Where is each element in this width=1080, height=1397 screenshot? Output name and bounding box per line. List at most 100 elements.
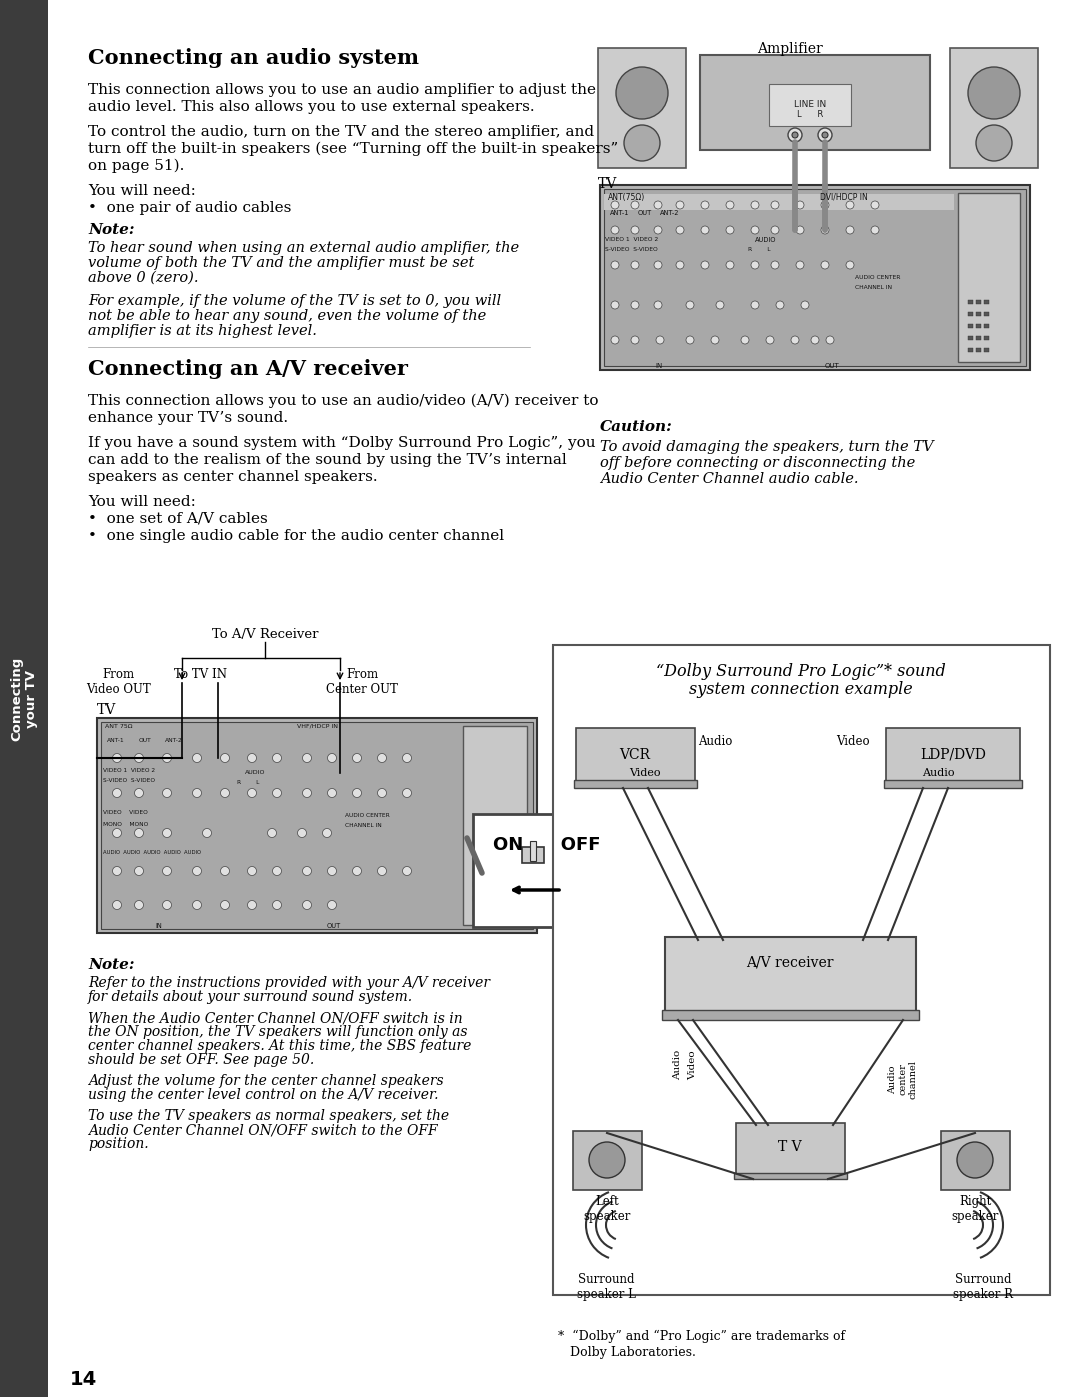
FancyBboxPatch shape bbox=[941, 1132, 1010, 1190]
FancyBboxPatch shape bbox=[769, 84, 851, 126]
Text: This connection allows you to use an audio/video (A/V) receiver to: This connection allows you to use an aud… bbox=[87, 394, 598, 408]
Circle shape bbox=[611, 201, 619, 210]
FancyBboxPatch shape bbox=[598, 47, 686, 168]
Circle shape bbox=[247, 753, 257, 763]
Text: For example, if the volume of the TV is set to 0, you will: For example, if the volume of the TV is … bbox=[87, 293, 501, 307]
Circle shape bbox=[135, 828, 144, 837]
FancyBboxPatch shape bbox=[700, 54, 930, 149]
Text: •  one single audio cable for the audio center channel: • one single audio cable for the audio c… bbox=[87, 529, 504, 543]
Circle shape bbox=[192, 753, 202, 763]
Circle shape bbox=[631, 226, 639, 235]
Circle shape bbox=[686, 337, 694, 344]
Circle shape bbox=[611, 261, 619, 270]
Circle shape bbox=[624, 124, 660, 161]
Circle shape bbox=[686, 300, 694, 309]
Circle shape bbox=[403, 866, 411, 876]
Circle shape bbox=[162, 753, 172, 763]
Bar bbox=[976, 337, 981, 339]
Circle shape bbox=[701, 226, 708, 235]
Circle shape bbox=[589, 1141, 625, 1178]
Bar bbox=[473, 895, 480, 901]
Text: VIDEO 1  VIDEO 2: VIDEO 1 VIDEO 2 bbox=[605, 237, 658, 242]
Circle shape bbox=[323, 828, 332, 837]
FancyBboxPatch shape bbox=[665, 937, 916, 1013]
Text: MONO    MONO: MONO MONO bbox=[103, 821, 148, 827]
Bar bbox=[984, 348, 989, 352]
Text: •  one set of A/V cables: • one set of A/V cables bbox=[87, 511, 268, 527]
Text: You will need:: You will need: bbox=[87, 184, 195, 198]
Text: ANT-2: ANT-2 bbox=[660, 210, 679, 217]
Text: AUDIO CENTER: AUDIO CENTER bbox=[345, 813, 390, 819]
Circle shape bbox=[272, 788, 282, 798]
Circle shape bbox=[220, 901, 229, 909]
Circle shape bbox=[777, 300, 784, 309]
Text: OUT: OUT bbox=[638, 210, 652, 217]
FancyBboxPatch shape bbox=[573, 1132, 642, 1190]
Circle shape bbox=[796, 261, 804, 270]
Text: DVI/HDCP IN: DVI/HDCP IN bbox=[820, 193, 867, 203]
Bar bbox=[482, 868, 488, 873]
Circle shape bbox=[327, 901, 337, 909]
Text: OUT: OUT bbox=[825, 363, 840, 369]
Circle shape bbox=[631, 300, 639, 309]
Circle shape bbox=[751, 261, 759, 270]
Text: center channel speakers. At this time, the SBS feature: center channel speakers. At this time, t… bbox=[87, 1039, 471, 1053]
Circle shape bbox=[846, 261, 854, 270]
Bar bbox=[968, 312, 973, 316]
Bar bbox=[976, 324, 981, 328]
Text: turn off the built-in speakers (see “Turning off the built-in speakers”: turn off the built-in speakers (see “Tur… bbox=[87, 142, 618, 156]
Text: Video: Video bbox=[630, 768, 661, 778]
Circle shape bbox=[676, 226, 684, 235]
Circle shape bbox=[656, 337, 664, 344]
Circle shape bbox=[203, 828, 212, 837]
Circle shape bbox=[297, 828, 307, 837]
Bar bbox=[573, 780, 697, 788]
Text: R        L: R L bbox=[748, 247, 771, 251]
Text: To use the TV speakers as normal speakers, set the: To use the TV speakers as normal speaker… bbox=[87, 1109, 449, 1123]
Circle shape bbox=[811, 337, 819, 344]
Circle shape bbox=[976, 124, 1012, 161]
Bar bbox=[522, 847, 544, 863]
Circle shape bbox=[247, 901, 257, 909]
Text: T V: T V bbox=[779, 1140, 801, 1154]
Bar bbox=[984, 324, 989, 328]
Text: When the Audio Center Channel ON/OFF switch is in: When the Audio Center Channel ON/OFF swi… bbox=[87, 1011, 462, 1025]
Text: VIDEO 1  VIDEO 2: VIDEO 1 VIDEO 2 bbox=[103, 768, 156, 773]
Text: AUDIO: AUDIO bbox=[245, 770, 266, 775]
Text: AUDIO  AUDIO  AUDIO  AUDIO  AUDIO: AUDIO AUDIO AUDIO AUDIO AUDIO bbox=[103, 849, 201, 855]
Circle shape bbox=[801, 300, 809, 309]
Text: using the center level control on the A/V receiver.: using the center level control on the A/… bbox=[87, 1088, 438, 1102]
Text: Audio
center
channel: Audio center channel bbox=[888, 1060, 918, 1099]
Circle shape bbox=[135, 901, 144, 909]
Bar bbox=[491, 909, 497, 915]
Circle shape bbox=[403, 788, 411, 798]
Circle shape bbox=[272, 866, 282, 876]
Bar bbox=[976, 300, 981, 305]
Text: A/V receiver: A/V receiver bbox=[746, 956, 834, 970]
Text: Refer to the instructions provided with your A/V receiver: Refer to the instructions provided with … bbox=[87, 977, 490, 990]
Bar bbox=[968, 337, 973, 339]
FancyBboxPatch shape bbox=[576, 728, 696, 782]
Text: Connecting
your TV: Connecting your TV bbox=[10, 657, 38, 742]
Circle shape bbox=[771, 226, 779, 235]
Text: position.: position. bbox=[87, 1137, 149, 1151]
Text: AUDIO: AUDIO bbox=[755, 237, 777, 243]
Text: “Dolby Surround Pro Logic”* sound: “Dolby Surround Pro Logic”* sound bbox=[657, 664, 946, 680]
Circle shape bbox=[302, 866, 311, 876]
FancyBboxPatch shape bbox=[950, 47, 1038, 168]
Text: VCR: VCR bbox=[620, 747, 650, 761]
Circle shape bbox=[112, 901, 121, 909]
Bar bbox=[473, 840, 480, 845]
Text: ANT-1: ANT-1 bbox=[107, 738, 125, 743]
FancyBboxPatch shape bbox=[735, 1123, 845, 1175]
Text: •  one pair of audio cables: • one pair of audio cables bbox=[87, 201, 292, 215]
Text: Right
speaker: Right speaker bbox=[951, 1194, 999, 1222]
Text: speakers as center channel speakers.: speakers as center channel speakers. bbox=[87, 469, 378, 483]
Circle shape bbox=[631, 337, 639, 344]
Text: Left
speaker: Left speaker bbox=[583, 1194, 631, 1222]
Text: LDP/DVD: LDP/DVD bbox=[920, 747, 986, 761]
Polygon shape bbox=[0, 0, 48, 1397]
Bar bbox=[734, 1173, 847, 1179]
Text: ANT-1: ANT-1 bbox=[610, 210, 630, 217]
Text: OUT: OUT bbox=[327, 923, 341, 929]
